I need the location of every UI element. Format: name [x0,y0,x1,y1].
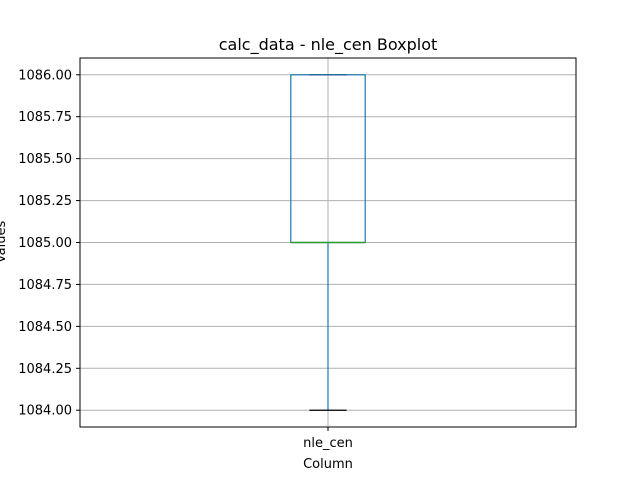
y-tick-label: 1085.75 [18,110,72,125]
box-plot-group [290,74,366,411]
x-axis-ticks: nle_cen [303,427,353,451]
x-tick-label: nle_cen [303,436,353,451]
y-tick-label: 1086.00 [18,68,72,83]
y-axis-ticks: 1084.00 1084.25 1084.50 1084.75 1085.00 1085.… [18,68,80,419]
y-tick-label: 1085.00 [18,236,72,251]
y-tick-label: 1084.75 [18,278,72,293]
y-tick-label: 1085.25 [18,194,72,209]
y-axis-label: Values [0,221,9,264]
y-tick-label: 1084.25 [18,362,72,377]
x-axis-label: Column [303,457,353,472]
y-tick-label: 1084.50 [18,320,72,335]
y-tick-label: 1084.00 [18,404,72,419]
y-tick-label: 1085.50 [18,152,72,167]
chart-title: calc_data - nle_cen Boxplot [219,35,438,55]
